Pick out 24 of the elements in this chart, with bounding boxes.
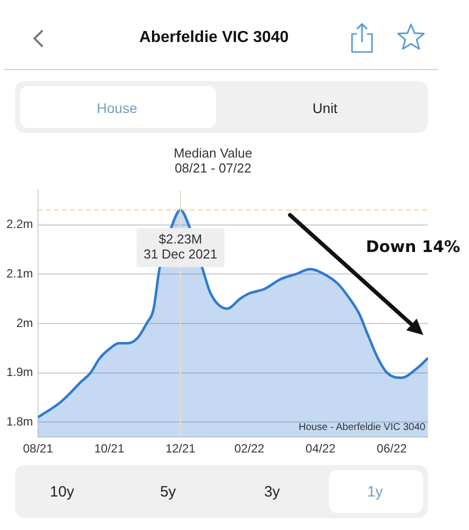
y-tick-label: 2.1m <box>6 266 33 280</box>
y-tick-label: 2.2m <box>6 217 33 232</box>
y-tick-label: 1.8m <box>6 414 33 429</box>
y-tick-label: 2m <box>16 316 33 330</box>
x-tick-label: 06/22 <box>376 442 408 456</box>
y-tick-label: 1.9m <box>6 365 33 380</box>
x-tick-label: 12/21 <box>165 442 196 456</box>
annotation: Down 14% <box>366 237 460 256</box>
text: 3y <box>264 484 280 500</box>
text: House <box>96 100 138 116</box>
chart-subtitle: 08/21 - 07/22 <box>174 160 252 176</box>
x-tick-label: 08/21 <box>22 442 54 456</box>
x-tick-label: 04/22 <box>306 442 336 456</box>
text: Aberfeldie VIC 3040 <box>139 29 289 46</box>
text: 10y <box>50 484 74 500</box>
annotation: House - Aberfeldie VIC 3040 <box>298 422 426 433</box>
text: 1y <box>367 484 383 500</box>
annotation: $2.23M <box>158 232 202 247</box>
x-tick-label: 02/22 <box>234 442 265 456</box>
annotation: 31 Dec 2021 <box>144 246 218 262</box>
chart-title: Median Value <box>174 146 252 160</box>
x-tick-label: 10/21 <box>94 442 125 456</box>
text: Unit <box>312 100 338 116</box>
text: 5y <box>160 484 176 500</box>
